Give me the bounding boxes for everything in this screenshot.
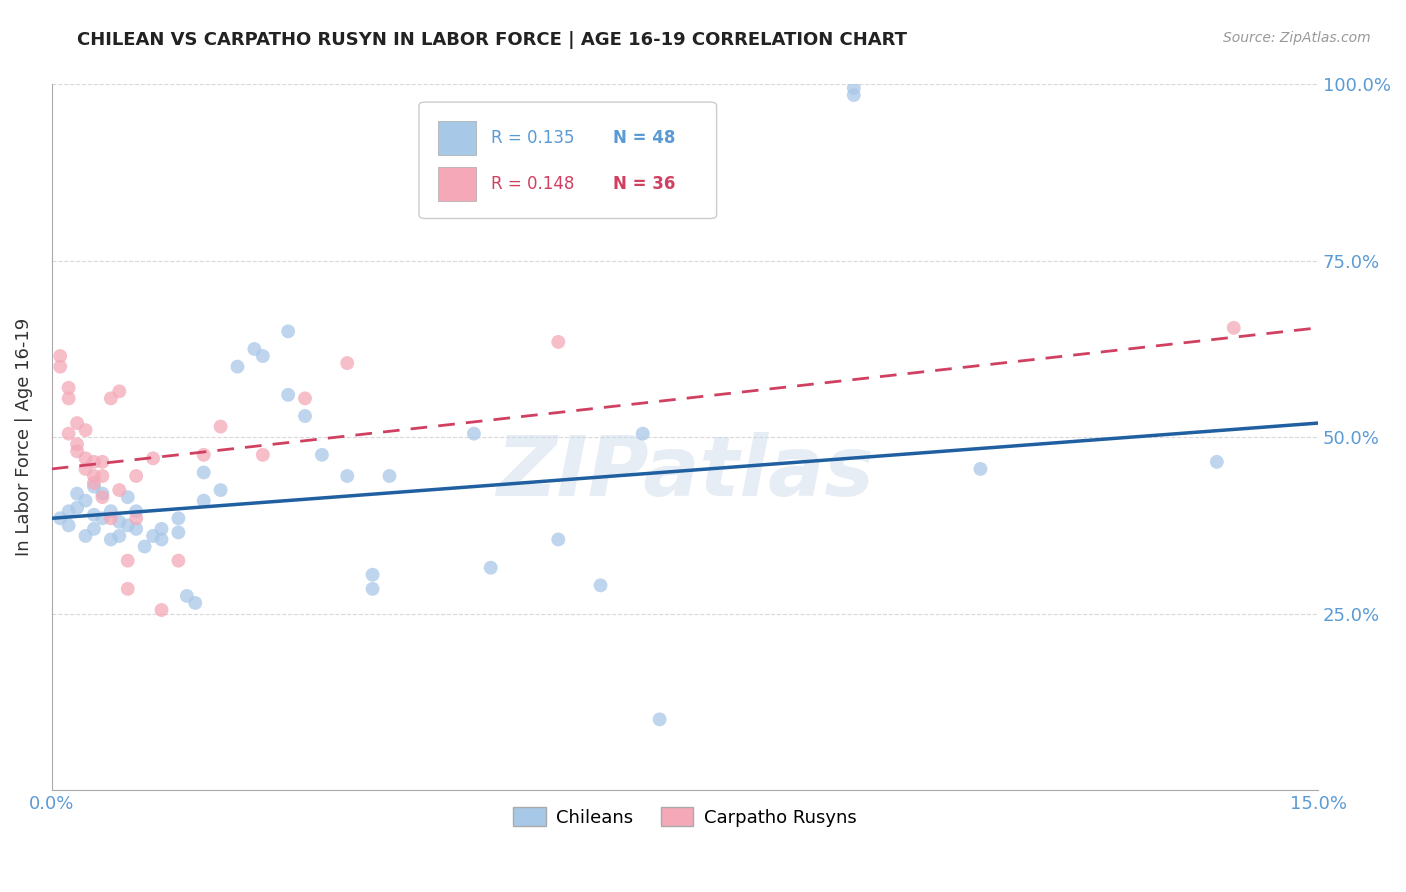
Point	[58, 504, 80, 518]
Point	[58, 426, 80, 441]
Point	[547, 334, 569, 349]
Text: N = 36: N = 36	[613, 175, 675, 193]
Y-axis label: In Labor Force | Age 16-19: In Labor Force | Age 16-19	[15, 318, 32, 557]
Point	[49, 349, 72, 363]
Point	[117, 554, 139, 568]
Point	[243, 342, 266, 356]
Point	[547, 533, 569, 547]
Point	[294, 392, 316, 406]
Text: R = 0.148: R = 0.148	[491, 175, 575, 193]
Point	[378, 469, 401, 483]
Point	[842, 88, 865, 103]
Point	[125, 511, 148, 525]
Point	[125, 522, 148, 536]
Point	[167, 511, 190, 525]
Point	[463, 426, 485, 441]
Point	[58, 392, 80, 406]
Point	[100, 504, 122, 518]
Point	[142, 451, 165, 466]
Point	[648, 712, 671, 726]
Point	[108, 483, 131, 497]
Point	[75, 451, 97, 466]
Point	[75, 529, 97, 543]
Text: R = 0.135: R = 0.135	[491, 129, 575, 147]
Point	[66, 437, 89, 451]
Point	[150, 603, 173, 617]
Point	[58, 518, 80, 533]
Point	[117, 518, 139, 533]
Point	[91, 486, 114, 500]
FancyBboxPatch shape	[419, 102, 717, 219]
Point	[75, 493, 97, 508]
Point	[361, 567, 384, 582]
Point	[479, 560, 502, 574]
Point	[176, 589, 198, 603]
FancyBboxPatch shape	[439, 167, 477, 201]
Text: Source: ZipAtlas.com: Source: ZipAtlas.com	[1223, 31, 1371, 45]
FancyBboxPatch shape	[439, 121, 477, 155]
Point	[125, 504, 148, 518]
Point	[66, 500, 89, 515]
Point	[117, 582, 139, 596]
Legend: Chileans, Carpatho Rusyns: Chileans, Carpatho Rusyns	[506, 800, 863, 834]
Point	[226, 359, 249, 374]
Point	[83, 479, 105, 493]
Point	[1205, 455, 1227, 469]
Point	[142, 529, 165, 543]
Point	[91, 511, 114, 525]
Point	[66, 416, 89, 430]
Point	[49, 511, 72, 525]
Text: CHILEAN VS CARPATHO RUSYN IN LABOR FORCE | AGE 16-19 CORRELATION CHART: CHILEAN VS CARPATHO RUSYN IN LABOR FORCE…	[77, 31, 907, 49]
Point	[311, 448, 333, 462]
Point	[631, 426, 654, 441]
Point	[184, 596, 207, 610]
Point	[83, 522, 105, 536]
Point	[1222, 321, 1244, 335]
Point	[209, 419, 232, 434]
Point	[83, 455, 105, 469]
Point	[100, 511, 122, 525]
Point	[842, 81, 865, 95]
Point	[108, 529, 131, 543]
Point	[83, 476, 105, 491]
Point	[83, 469, 105, 483]
Point	[66, 486, 89, 500]
Point	[58, 381, 80, 395]
Text: ZIPatlas: ZIPatlas	[496, 432, 875, 513]
Point	[294, 409, 316, 423]
Point	[336, 469, 359, 483]
Point	[193, 466, 215, 480]
Text: N = 48: N = 48	[613, 129, 675, 147]
Point	[117, 490, 139, 504]
Point	[969, 462, 991, 476]
Point	[83, 508, 105, 522]
Point	[66, 444, 89, 458]
Point	[134, 540, 156, 554]
Point	[167, 554, 190, 568]
Point	[49, 359, 72, 374]
Point	[75, 423, 97, 437]
Point	[277, 388, 299, 402]
Point	[125, 469, 148, 483]
Point	[75, 462, 97, 476]
Point	[91, 490, 114, 504]
Point	[252, 349, 274, 363]
Point	[167, 525, 190, 540]
Point	[277, 324, 299, 338]
Point	[361, 582, 384, 596]
Point	[209, 483, 232, 497]
Point	[91, 469, 114, 483]
Point	[193, 493, 215, 508]
Point	[91, 455, 114, 469]
Point	[336, 356, 359, 370]
Point	[108, 515, 131, 529]
Point	[150, 522, 173, 536]
Point	[108, 384, 131, 399]
Point	[589, 578, 612, 592]
Point	[150, 533, 173, 547]
Point	[100, 392, 122, 406]
Point	[252, 448, 274, 462]
Point	[193, 448, 215, 462]
Point	[100, 533, 122, 547]
